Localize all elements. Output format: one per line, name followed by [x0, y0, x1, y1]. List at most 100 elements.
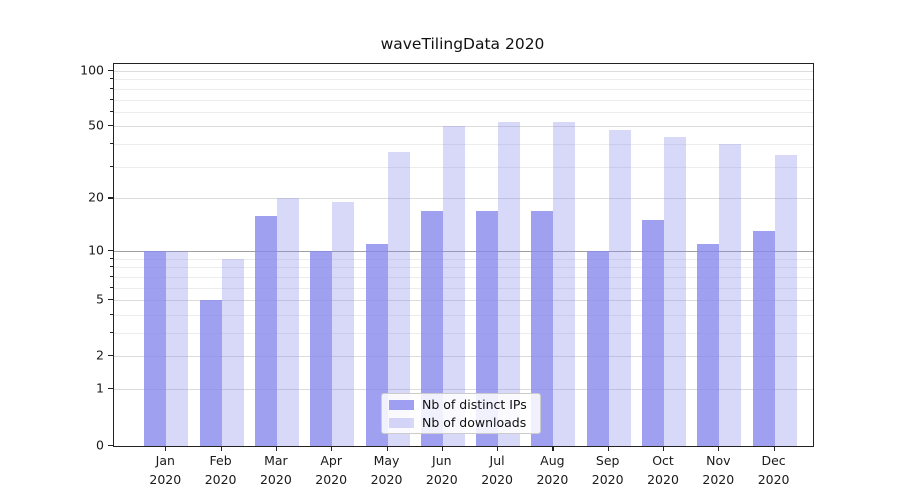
gridline-y-9	[114, 258, 813, 260]
x-axis-tick-mark	[497, 445, 499, 451]
legend-label-distinct-ips: Nb of distinct IPs	[422, 397, 527, 412]
y-axis-tick-mark	[108, 197, 113, 199]
gridline-y-80	[114, 88, 813, 90]
bar-distinct-ips-jul	[476, 210, 499, 446]
x-axis-tick-mark	[552, 445, 554, 451]
bars-layer	[114, 64, 813, 446]
x-axis-tick-label-jul: Jul 2020	[481, 452, 513, 487]
bar-downloads-feb	[221, 258, 244, 446]
bar-downloads-dec	[774, 154, 797, 446]
bar-downloads-sep	[608, 129, 631, 446]
x-axis-tick-label-aug: Aug 2020	[536, 452, 569, 487]
bar-downloads-nov	[719, 144, 742, 446]
x-axis-tick-mark	[718, 445, 720, 451]
x-axis-tick-label-oct: Oct 2020	[647, 452, 679, 487]
bar-distinct-ips-sep	[586, 250, 609, 446]
y-axis-tick-mark	[108, 355, 113, 357]
bar-downloads-jul	[498, 121, 521, 446]
bar-distinct-ips-aug	[531, 210, 554, 446]
gridline-y-5	[114, 300, 813, 302]
y-axis-tick-mark	[108, 69, 113, 72]
y-axis-tick-mark	[108, 249, 113, 252]
y-axis-minor-tick-mark	[110, 87, 113, 89]
y-axis-tick-label-2: 2	[96, 347, 104, 363]
x-axis-tick-mark	[275, 445, 278, 451]
gridline-y-40	[114, 144, 813, 146]
grid-layer	[114, 64, 813, 446]
x-axis-tick-mark	[220, 445, 222, 451]
x-axis-tick-label-jan: Jan 2020	[149, 452, 182, 487]
y-axis-tick-label-50: 50	[88, 117, 104, 133]
y-axis-minor-tick-mark	[110, 266, 113, 268]
y-axis-minor-tick-mark	[110, 313, 113, 316]
legend-item-downloads: Nb of downloads	[389, 415, 533, 430]
bar-downloads-jan	[166, 250, 189, 446]
x-axis-tick-label-jun: Jun 2020	[425, 452, 458, 487]
y-axis-tick-mark	[108, 444, 113, 446]
gridline-y-100	[114, 70, 813, 72]
gridline-y-70	[114, 99, 813, 101]
legend: Nb of distinct IPs Nb of downloads	[381, 393, 541, 434]
y-axis-minor-tick-mark	[110, 275, 113, 277]
y-axis-tick-label-1: 1	[96, 380, 104, 396]
legend-swatch-distinct-ips	[389, 399, 414, 410]
gridline-y-1	[114, 389, 813, 391]
gridline-y-2	[114, 356, 813, 358]
x-axis-tick-mark	[331, 445, 333, 451]
gridline-y-8	[114, 267, 813, 269]
x-axis-tick-label-dec: Dec 2020	[757, 452, 790, 487]
gridline-y-3	[114, 333, 813, 334]
x-axis-tick-mark	[607, 445, 609, 451]
gridline-y-7	[114, 276, 813, 278]
bar-distinct-ips-nov	[697, 243, 720, 446]
plot-area	[113, 63, 814, 447]
y-axis-tick-label-0: 0	[96, 437, 104, 452]
legend-item-distinct-ips: Nb of distinct IPs	[389, 397, 533, 412]
y-axis-minor-tick-mark	[110, 286, 113, 288]
x-axis-tick-mark	[441, 445, 443, 451]
x-axis-tick-mark	[663, 445, 665, 451]
bar-downloads-mar	[276, 198, 299, 446]
y-axis-minor-tick-mark	[110, 110, 113, 112]
x-axis-tick-label-feb: Feb 2020	[204, 452, 237, 487]
y-axis-minor-tick-mark	[110, 143, 113, 145]
chart-title: waveTilingData 2020	[380, 35, 545, 53]
bar-downloads-oct	[664, 136, 686, 446]
x-axis-tick-mark	[165, 445, 167, 451]
x-axis-tick-mark	[773, 445, 775, 451]
bar-distinct-ips-apr	[310, 250, 333, 446]
bar-downloads-aug	[553, 121, 576, 446]
gridline-y-20	[114, 198, 813, 200]
y-axis-tick-mark	[108, 388, 113, 390]
bar-distinct-ips-oct	[642, 220, 664, 446]
gridline-y-6	[114, 287, 813, 289]
y-axis-tick-label-20: 20	[88, 189, 104, 205]
gridline-y-50	[114, 126, 813, 128]
gridline-y-10	[114, 250, 813, 252]
y-axis-tick-label-5: 5	[96, 291, 104, 307]
x-axis-tick-mark	[386, 445, 388, 451]
y-axis-tick-label-10: 10	[88, 242, 104, 258]
bar-downloads-apr	[332, 202, 355, 446]
legend-swatch-downloads	[389, 417, 414, 428]
gridline-y-90	[114, 79, 813, 81]
y-axis-minor-tick-mark	[110, 98, 113, 100]
y-axis-tick-mark	[108, 125, 113, 127]
x-axis-tick-label-apr: Apr 2020	[315, 452, 348, 487]
gridline-y-60	[114, 111, 813, 113]
bar-distinct-ips-dec	[752, 231, 775, 446]
x-axis-tick-label-may: May 2020	[370, 452, 403, 487]
x-axis-tick-label-mar: Mar 2020	[259, 452, 292, 487]
y-axis-tick-mark	[108, 299, 113, 301]
bar-distinct-ips-feb	[199, 300, 222, 446]
bar-downloads-jun	[442, 126, 465, 446]
bar-distinct-ips-mar	[254, 215, 277, 446]
bar-distinct-ips-jan	[144, 250, 167, 446]
x-axis-tick-label-sep: Sep 2020	[591, 452, 624, 487]
y-axis-minor-tick-mark	[110, 165, 113, 167]
legend-label-downloads: Nb of downloads	[422, 415, 527, 430]
x-axis-tick-label-nov: Nov 2020	[702, 452, 735, 487]
y-axis-minor-tick-mark	[110, 78, 113, 80]
gridline-y-30	[114, 166, 813, 168]
